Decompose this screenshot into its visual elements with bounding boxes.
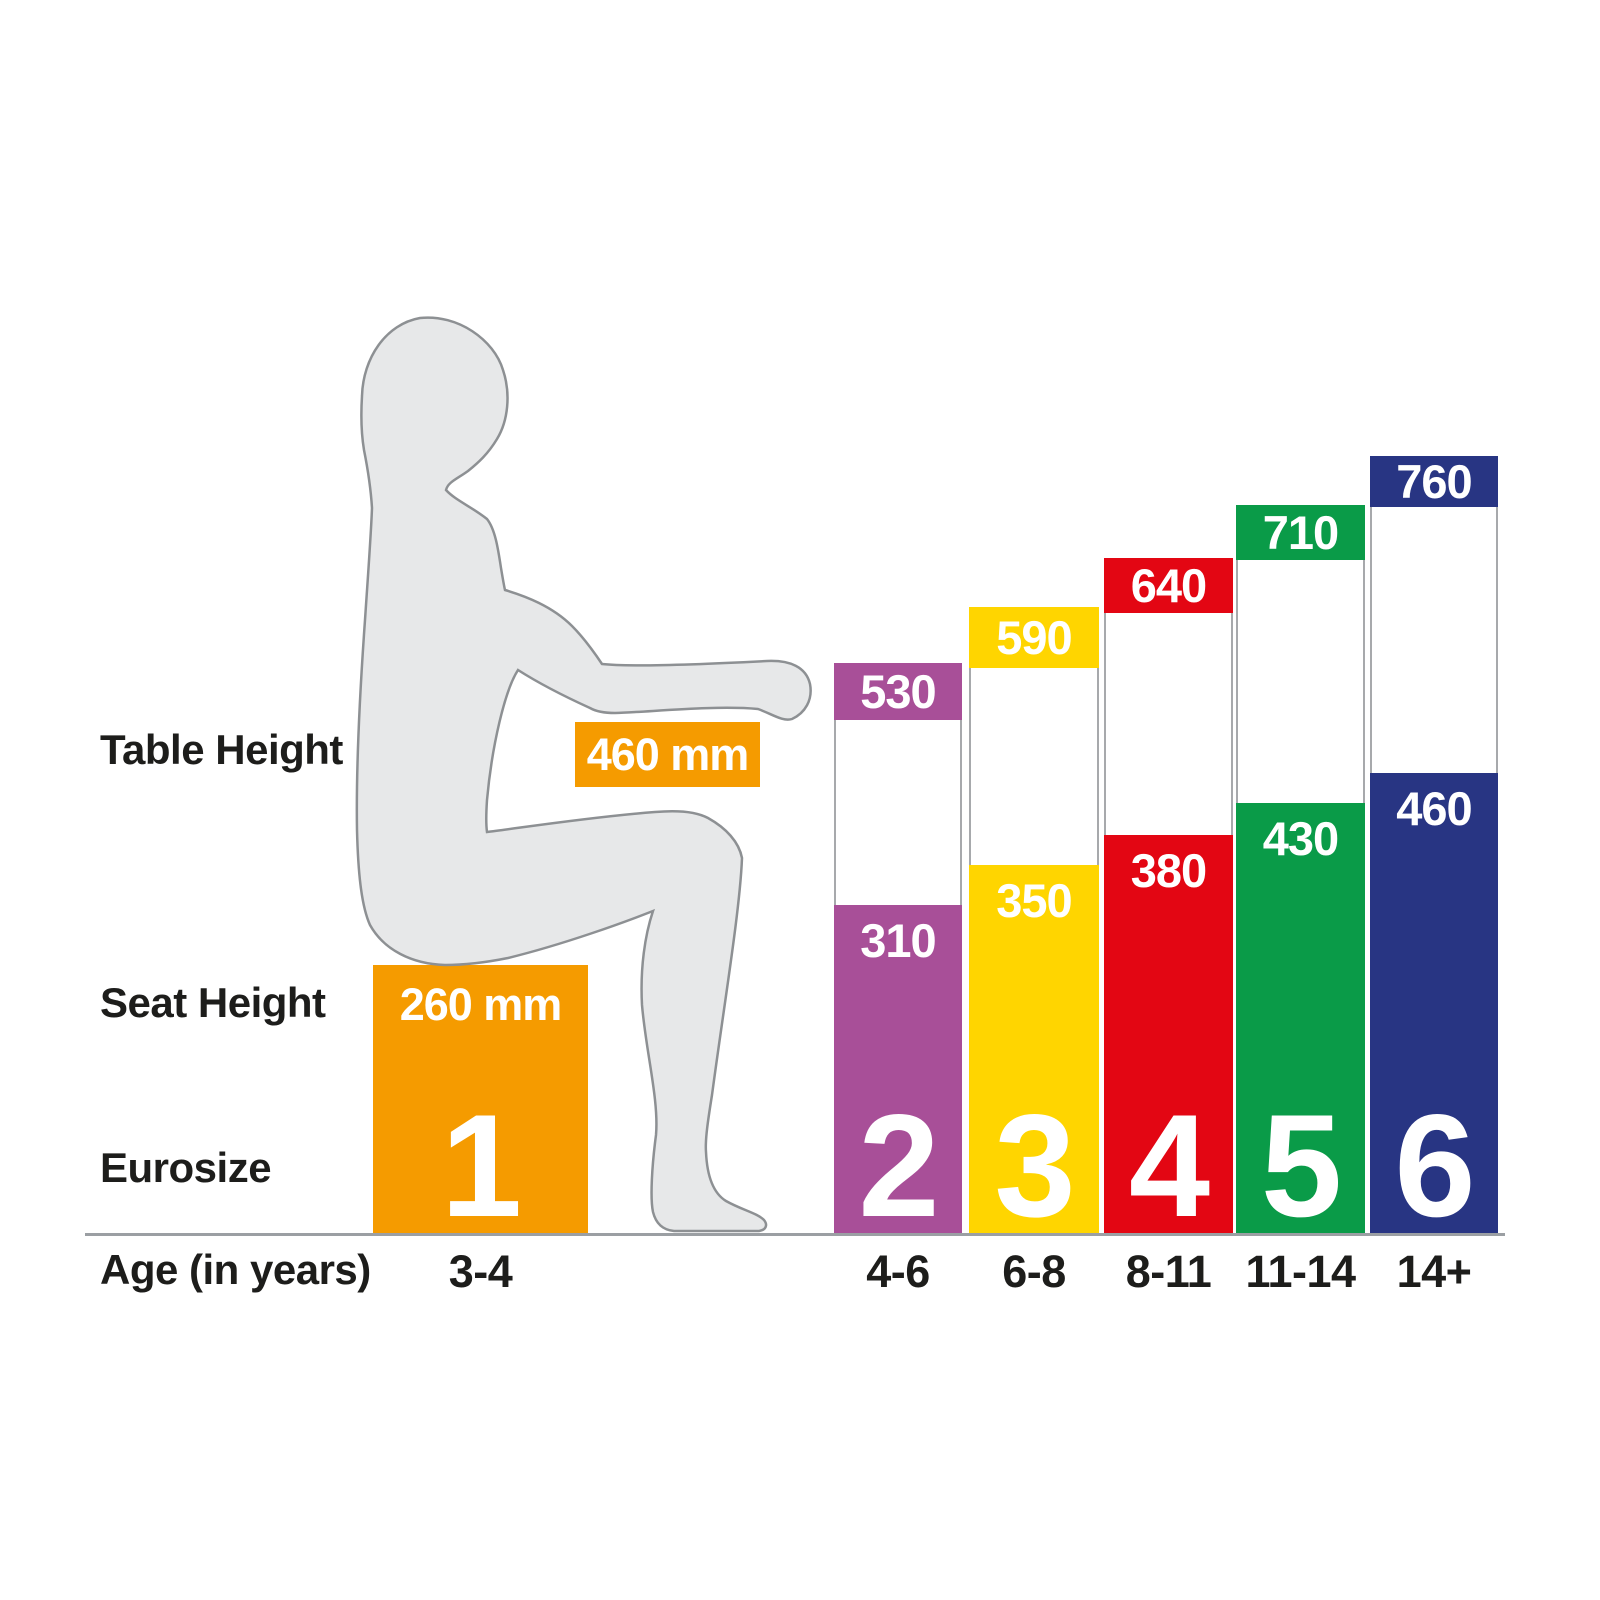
table-height-value: 460 mm [586,728,750,780]
table-height-cap: 710 [1236,505,1365,560]
bar-white-gap [1236,560,1365,803]
bar-size-3: 590 350 3 [969,607,1099,1248]
eurosize-digit: 6 [1394,1084,1475,1248]
table-height-value: 640 [1130,559,1207,612]
age-label-size-3: 6-8 [1002,1246,1066,1297]
age-label-size-6: 14+ [1396,1246,1472,1297]
age-label-size-1: 3-4 [448,1246,513,1297]
table-height-block-size-1: 460 mm [575,722,760,787]
seat-height-value: 430 [1262,812,1339,865]
seat-height-value: 460 [1396,782,1472,835]
bar-size-5: 710 430 5 [1236,505,1365,1248]
label-age: Age (in years) [100,1246,371,1293]
seat-height-section: 460 6 [1370,773,1498,1248]
age-label-size-4: 8-11 [1125,1246,1212,1297]
bar-size-6: 760 460 6 [1370,455,1498,1248]
table-height-value: 530 [860,665,936,718]
seat-height-section: 350 3 [969,865,1099,1248]
eurosize-digit: 2 [858,1084,939,1248]
bar-white-gap [1104,613,1233,835]
label-eurosize: Eurosize [100,1144,272,1191]
label-table-height: Table Height [100,726,343,773]
eurosize-digit: 3 [994,1084,1075,1248]
seat-height-section: 430 5 [1236,803,1365,1248]
age-label-size-5: 11-14 [1245,1246,1356,1297]
table-height-value: 760 [1396,455,1472,508]
seat-height-block-size-1: 260 mm 1 [373,965,588,1248]
bar-size-4: 640 380 4 [1104,558,1233,1248]
bar-white-gap [1370,507,1498,773]
eurosize-digit: 1 [440,1084,522,1248]
seat-height-value: 310 [860,914,936,967]
seat-height-value: 350 [996,874,1072,927]
age-label-size-2: 4-6 [866,1246,930,1297]
table-height-cap: 760 [1370,455,1498,508]
seat-height-section: 310 2 [834,905,962,1248]
bar-white-gap [834,720,962,905]
table-height-cap: 530 [834,663,962,720]
bar-size-2: 530 310 2 [834,663,962,1248]
bar-white-gap [969,668,1099,865]
eurosize-digit: 4 [1128,1084,1210,1248]
seat-height-section: 380 4 [1104,835,1233,1248]
label-seat-height: Seat Height [100,979,326,1026]
baseline-axis [85,1233,1505,1236]
table-height-cap: 590 [969,607,1099,668]
eurosize-digit: 5 [1260,1084,1342,1248]
seat-height-value: 380 [1130,844,1207,897]
seat-height-value: 260 mm [399,979,563,1030]
table-height-cap: 640 [1104,558,1233,613]
table-height-value: 590 [996,611,1072,664]
table-height-value: 710 [1262,506,1339,559]
